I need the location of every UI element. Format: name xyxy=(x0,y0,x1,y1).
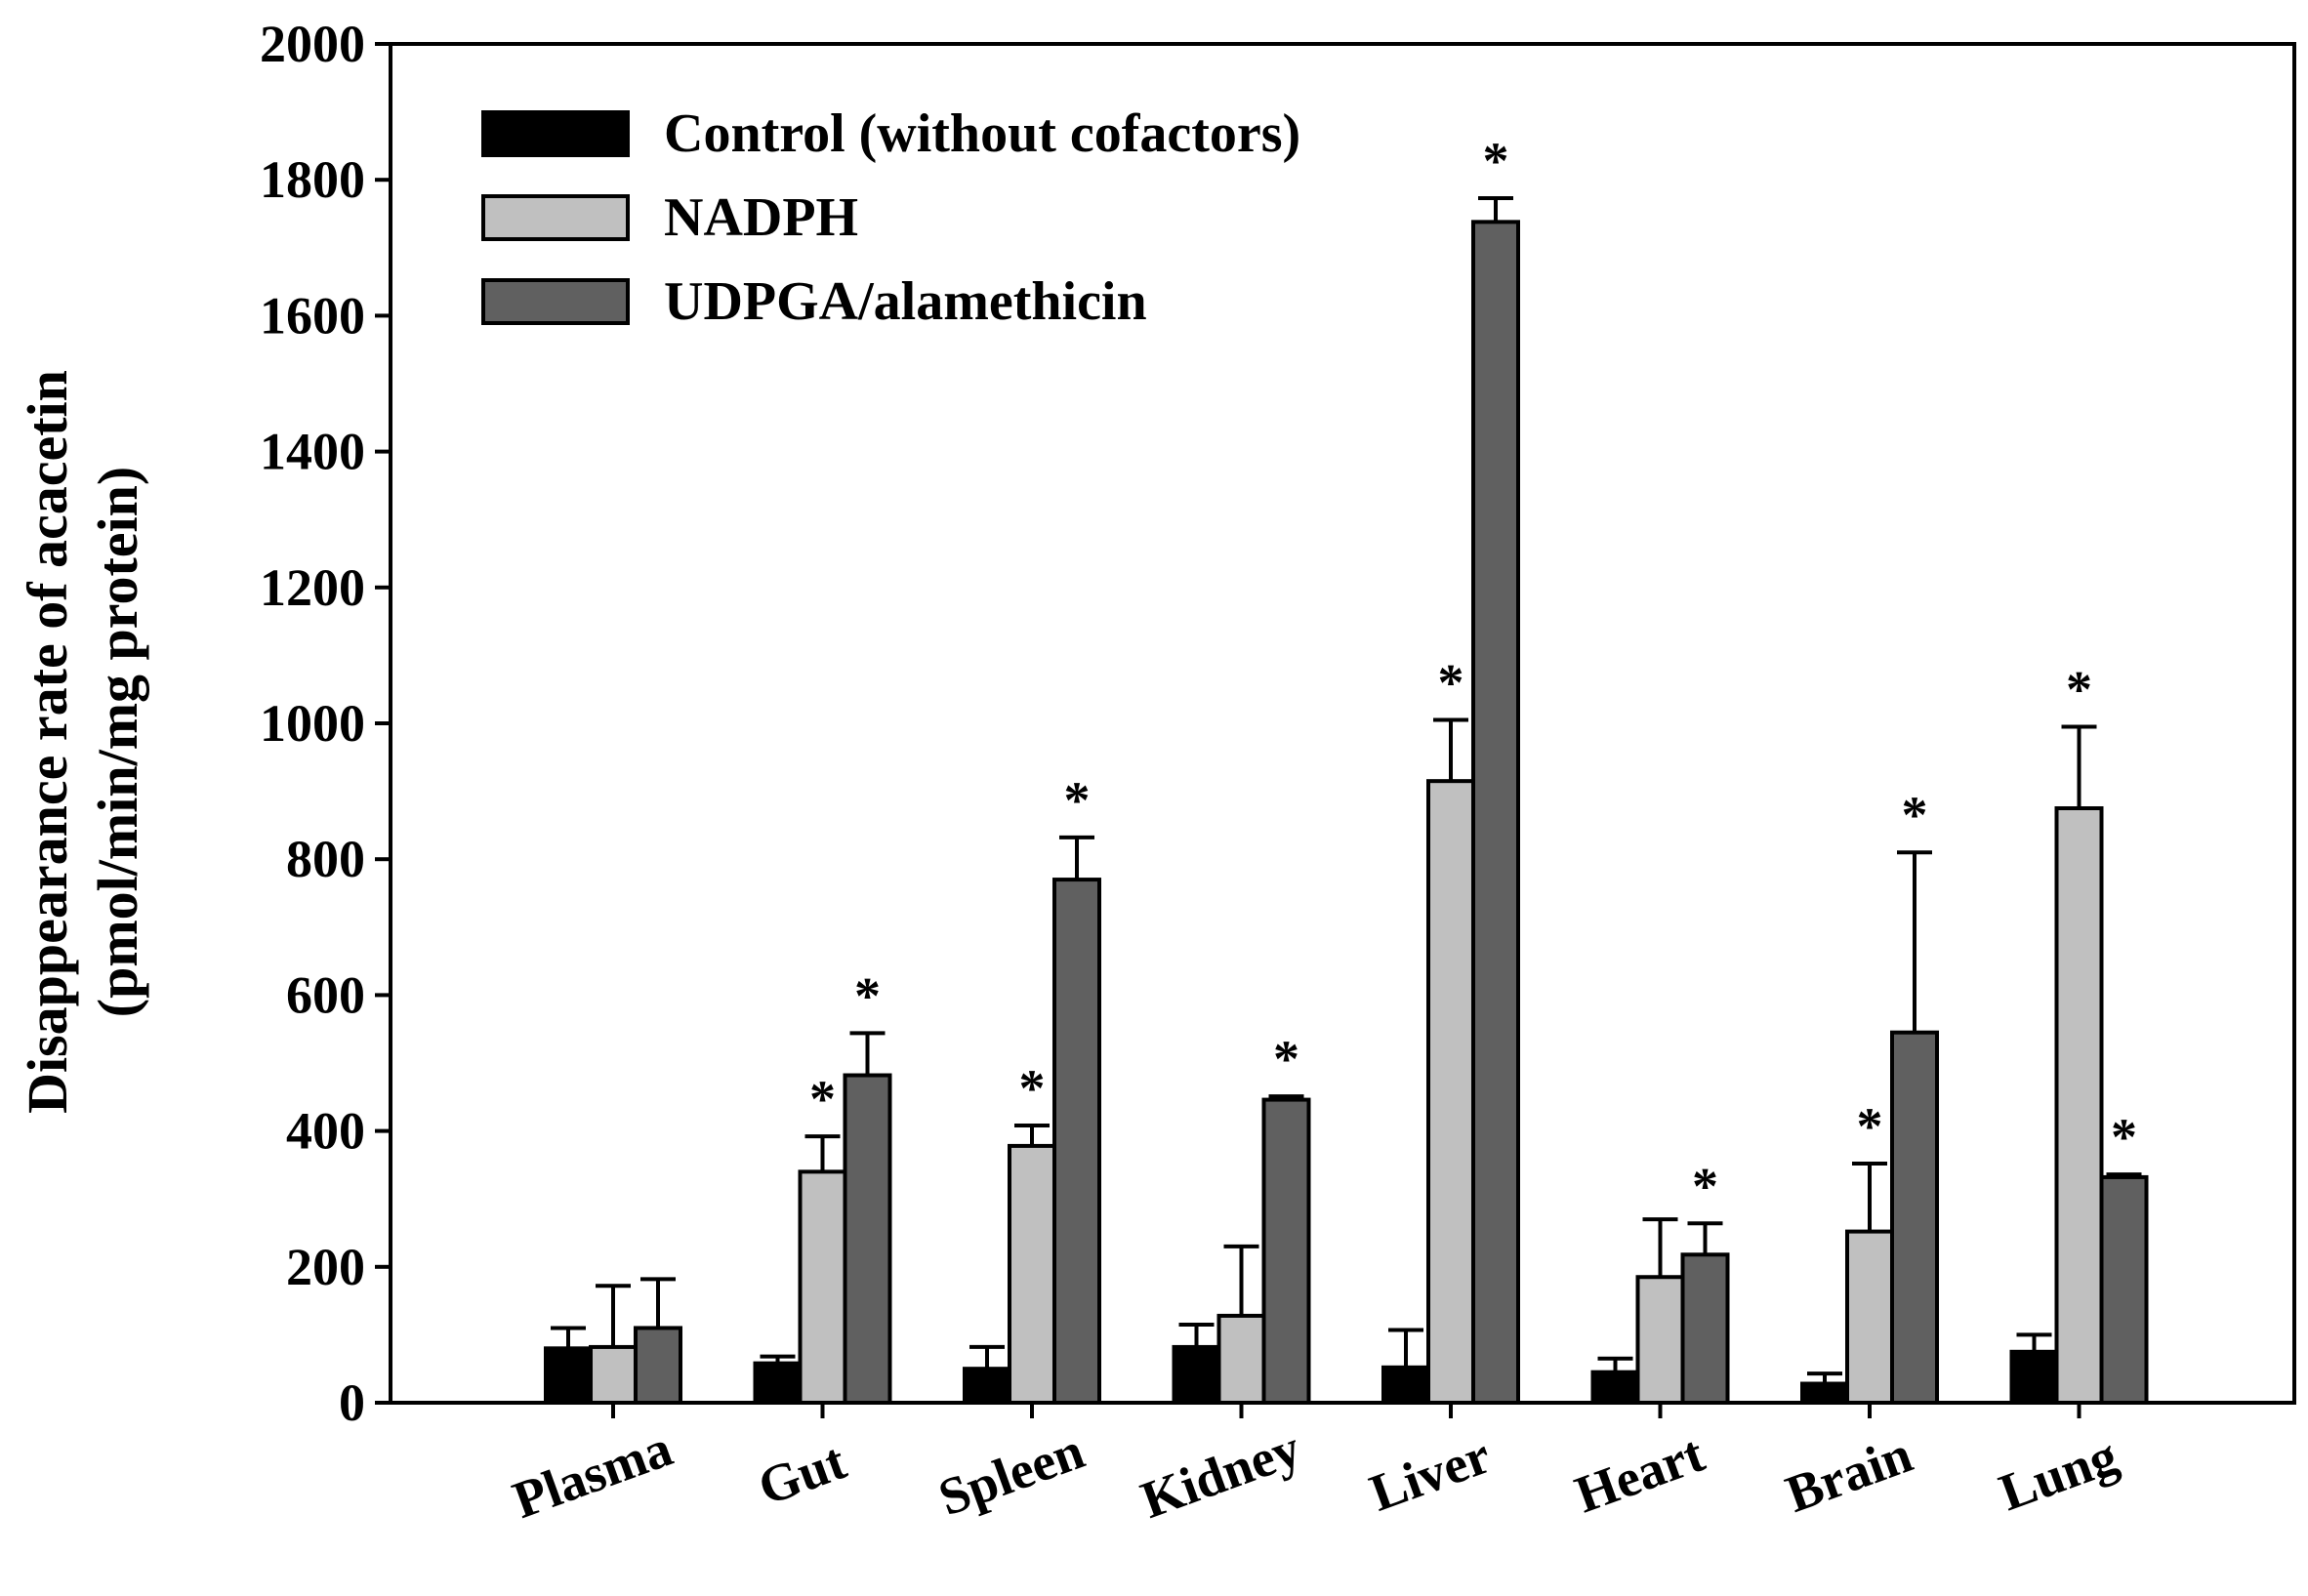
bar xyxy=(1845,1229,1894,1406)
significance-star: * xyxy=(1902,786,1928,844)
y-tick-label: 1600 xyxy=(260,286,365,345)
x-category-label: Lung xyxy=(1992,1426,2124,1522)
y-tick-label: 800 xyxy=(286,830,365,888)
significance-star: * xyxy=(1438,654,1464,713)
legend-swatch xyxy=(481,194,630,241)
significance-star: * xyxy=(809,1070,836,1128)
legend-swatch xyxy=(481,278,630,325)
bar xyxy=(753,1361,803,1405)
y-tick-label: 200 xyxy=(286,1238,365,1296)
bar xyxy=(843,1073,892,1405)
bar-group-kidney: * xyxy=(1172,1030,1311,1405)
x-category-label: Spleen xyxy=(931,1421,1092,1528)
x-category-label: Kidney xyxy=(1133,1418,1307,1530)
y-tick-label: 2000 xyxy=(260,15,365,73)
legend-label: Control (without cofactors) xyxy=(664,103,1300,164)
bar xyxy=(1680,1252,1730,1405)
y-tick-label: 600 xyxy=(286,965,365,1024)
bar-group-plasma xyxy=(544,1277,682,1405)
bar xyxy=(1008,1143,1056,1405)
bar xyxy=(544,1346,593,1405)
x-category-label: Plasma xyxy=(506,1418,680,1530)
bar xyxy=(2054,806,2104,1405)
y-axis-title-line-1: Disappearance rate of acacetin xyxy=(16,370,79,1114)
bar xyxy=(1261,1097,1311,1405)
bar-group-heart: * xyxy=(1590,1157,1730,1406)
bar xyxy=(589,1344,638,1405)
bar xyxy=(1172,1344,1221,1405)
significance-star: * xyxy=(1692,1157,1718,1215)
bar xyxy=(1381,1365,1430,1405)
y-tick-label: 1200 xyxy=(260,558,365,617)
bar xyxy=(1590,1370,1640,1406)
bar xyxy=(963,1367,1011,1405)
x-category-label: Heart xyxy=(1568,1424,1711,1525)
bar xyxy=(1890,1030,1939,1406)
significance-star: * xyxy=(1857,1097,1883,1156)
legend-item: NADPH xyxy=(481,187,858,248)
y-tick-label: 1800 xyxy=(260,150,365,209)
bar xyxy=(634,1326,682,1405)
y-axis: 0 200 400 600 800 1000 1200 1400 1600 1800 2000 xyxy=(260,15,391,1432)
significance-star: * xyxy=(1483,132,1509,190)
bar xyxy=(1471,220,1520,1405)
bar xyxy=(1635,1275,1685,1405)
bar-group-gut: ** xyxy=(753,966,892,1405)
y-tick-label: 1400 xyxy=(260,423,365,481)
legend-label: NADPH xyxy=(664,187,858,248)
significance-star: * xyxy=(1064,771,1091,830)
bar-group-brain: ** xyxy=(1800,786,1939,1406)
bar xyxy=(1426,779,1475,1405)
x-category-label: Gut xyxy=(751,1431,853,1516)
y-tick-label: 0 xyxy=(339,1373,365,1432)
x-category-label: Liver xyxy=(1362,1425,1498,1522)
y-axis-title: Disappearance rate of acacetin (pmol/min… xyxy=(16,370,149,1114)
legend-item: Control (without cofactors) xyxy=(481,103,1300,164)
significance-star: * xyxy=(2066,660,2092,718)
legend-swatch xyxy=(481,110,630,157)
bar xyxy=(2099,1174,2149,1405)
bar xyxy=(2009,1349,2059,1406)
bar xyxy=(1216,1313,1266,1405)
x-category-label: Brain xyxy=(1779,1424,1920,1524)
significance-star: * xyxy=(2111,1108,2137,1166)
significance-star: * xyxy=(854,966,881,1025)
bar xyxy=(1052,878,1101,1405)
x-axis: Plasma Gut Spleen Kidney Liver Heart Brain Lung xyxy=(506,1403,2124,1530)
bar xyxy=(1800,1381,1849,1405)
significance-star: * xyxy=(1273,1030,1299,1088)
legend-label: UDPGA/alamethicin xyxy=(664,271,1147,332)
y-tick-label: 1000 xyxy=(260,694,365,753)
legend: Control (without cofactors) NADPH UDPGA/al… xyxy=(481,103,1300,332)
significance-star: * xyxy=(1019,1059,1046,1118)
bar xyxy=(798,1169,847,1405)
y-axis-title-line-2: (pmol/min/mg protein) xyxy=(86,467,149,1017)
y-tick-label: 400 xyxy=(286,1102,365,1161)
bar-group-spleen: ** xyxy=(963,771,1101,1405)
bar-group-liver: ** xyxy=(1381,132,1520,1405)
bar-group-lung: ** xyxy=(2009,660,2149,1406)
bar-groups: ************ xyxy=(544,132,2149,1406)
legend-item: UDPGA/alamethicin xyxy=(481,271,1147,332)
